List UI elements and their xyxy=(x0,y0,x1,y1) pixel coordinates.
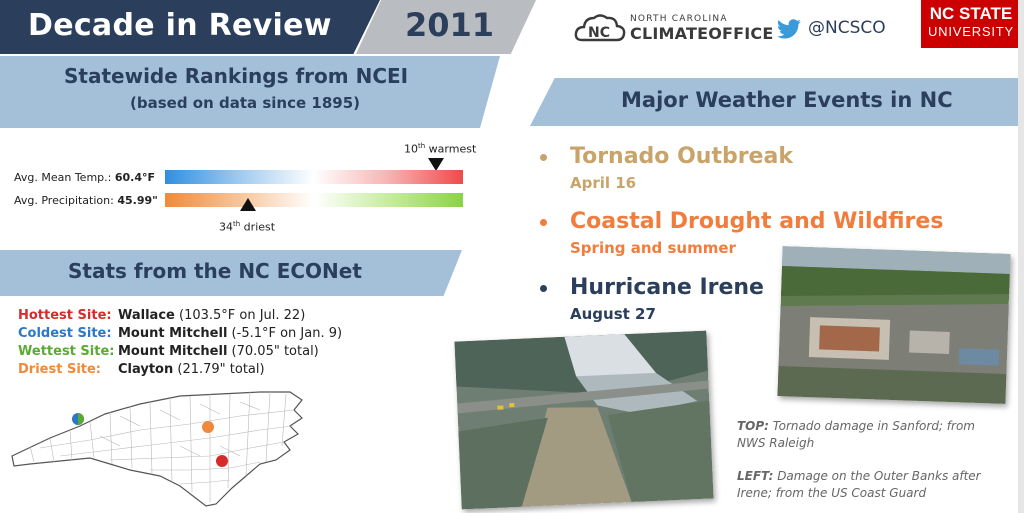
bullet-dot-icon xyxy=(540,285,547,292)
right-edge-shade xyxy=(1018,0,1024,513)
econet-banner xyxy=(0,250,462,296)
rankings-subtitle: (based on data since 1895) xyxy=(130,94,360,112)
econet-title: Stats from the NC ECONet xyxy=(68,259,362,283)
stat-row-hottest: Hottest Site: Wallace (103.5°F on Jul. 22… xyxy=(18,308,305,323)
stat-detail: (70.05" total) xyxy=(227,344,319,359)
cloud-logo-icon: NC xyxy=(574,14,626,42)
logo-line-2: CLIMATEOFFICE xyxy=(630,24,774,43)
event-title: Hurricane Irene xyxy=(570,275,764,300)
temp-value: 60.4°F xyxy=(114,171,156,184)
event-date: Spring and summer xyxy=(570,239,736,257)
events-banner xyxy=(530,78,1024,126)
svg-text:NC: NC xyxy=(588,25,610,41)
caption-left-text: Damage on the Outer Banks after Irene; f… xyxy=(737,469,981,500)
stat-detail: (-5.1°F on Jan. 9) xyxy=(227,326,343,341)
stat-key: Coldest Site: xyxy=(18,326,112,341)
nc-county-map xyxy=(11,391,303,507)
stat-key: Driest Site: xyxy=(18,362,102,377)
event-title: Coastal Drought and Wildfires xyxy=(570,209,944,234)
logo-line-1: NORTH CAROLINA xyxy=(630,14,728,24)
year-banner xyxy=(356,0,536,54)
temperature-ranking-bar xyxy=(165,170,463,184)
ncsu-logo-line-1: NC STATE xyxy=(929,4,1013,23)
stat-detail: (103.5°F on Jul. 22) xyxy=(174,308,306,323)
caption-top-label: TOP: xyxy=(737,419,769,433)
caption-top-text: Tornado damage in Sanford; from NWS Rale… xyxy=(737,419,975,450)
caption-top: TOP: Tornado damage in Sanford; from NWS… xyxy=(737,418,1007,452)
outer-banks-damage-photo xyxy=(454,330,714,510)
year-label: 2011 xyxy=(405,6,495,44)
stat-row-coldest: Coldest Site: Mount Mitchell (-5.1°F on J… xyxy=(18,326,342,341)
event-date: April 16 xyxy=(570,174,637,192)
prec-label-row: Avg. Precipitation: 45.99" xyxy=(14,194,158,207)
ncsu-logo-line-2: UNIVERSITY xyxy=(927,24,1014,39)
bullet-dot-icon xyxy=(540,154,547,161)
stat-row-wettest: Wettest Site: Mount Mitchell (70.05" tota… xyxy=(18,344,319,359)
ncsu-logo[interactable]: NC STATE UNIVERSITY xyxy=(921,0,1021,48)
prec-value: 45.99" xyxy=(117,194,158,207)
stat-site: Mount Mitchell xyxy=(118,344,228,359)
stat-site: Clayton xyxy=(118,362,174,377)
prec-rank-note: 34th driest xyxy=(219,220,276,234)
event-date: August 27 xyxy=(570,305,656,323)
prec-rank-marker xyxy=(240,198,257,211)
stat-row-driest: Driest Site: Clayton (21.79" total) xyxy=(18,362,265,377)
page-title: Decade in Review xyxy=(28,8,332,43)
bullet-dot-icon xyxy=(540,219,547,226)
twitter-handle: @NCSCO xyxy=(808,18,886,38)
rankings-banner xyxy=(0,56,500,128)
temp-label: Avg. Mean Temp.: xyxy=(14,171,112,184)
temp-rank-marker xyxy=(428,158,445,171)
stat-site: Mount Mitchell xyxy=(118,326,228,341)
temp-rank-note: 10th warmest xyxy=(404,142,477,156)
precipitation-ranking-bar xyxy=(165,193,463,207)
stat-site: Wallace xyxy=(118,308,175,323)
prec-label: Avg. Precipitation: xyxy=(14,194,114,207)
header-title-banner xyxy=(0,0,380,54)
events-title: Major Weather Events in NC xyxy=(621,88,953,112)
twitter-bird-icon xyxy=(777,19,801,39)
stat-detail: (21.79" total) xyxy=(173,362,265,377)
event-title: Tornado Outbreak xyxy=(570,144,793,169)
temp-label-row: Avg. Mean Temp.: 60.4°F xyxy=(14,171,155,184)
sanford-tornado-photo xyxy=(777,246,1011,404)
twitter-link[interactable]: @NCSCO xyxy=(776,16,916,42)
climate-office-logo[interactable]: NC NORTH CAROLINA CLIMATEOFFICE xyxy=(574,10,773,46)
rankings-title: Statewide Rankings from NCEI xyxy=(64,64,409,88)
stat-key: Wettest Site: xyxy=(18,344,115,359)
caption-left: LEFT: Damage on the Outer Banks after Ir… xyxy=(737,468,1007,502)
caption-left-label: LEFT: xyxy=(737,469,774,483)
stat-key: Hottest Site: xyxy=(18,308,112,323)
